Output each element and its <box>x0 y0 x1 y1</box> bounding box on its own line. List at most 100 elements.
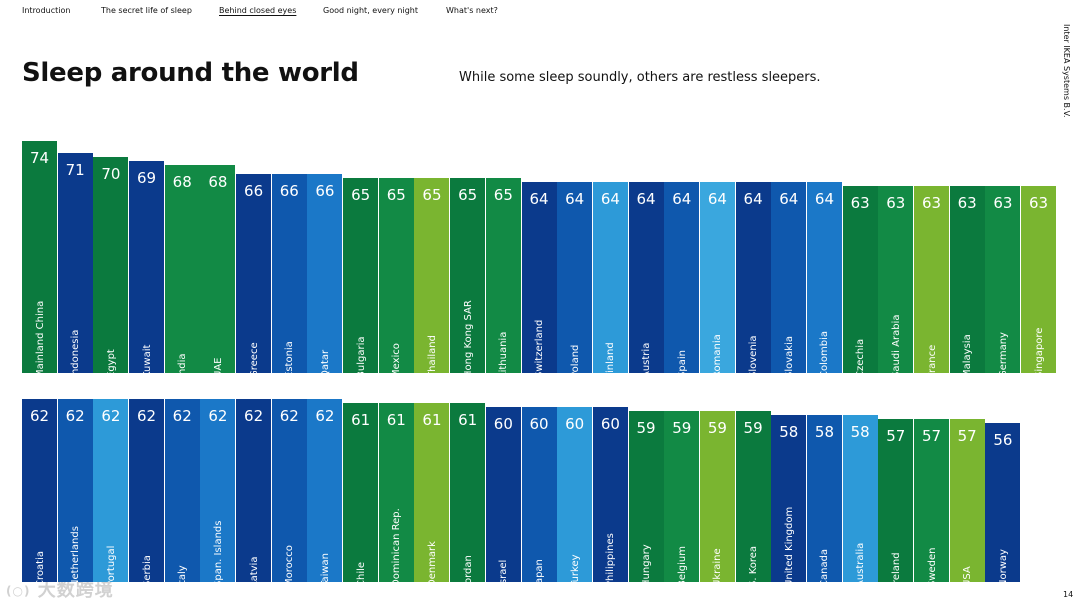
bar-value-label: 64 <box>600 189 620 208</box>
bar-value-label: 65 <box>458 185 478 204</box>
bar-singapore: 63 Singapore <box>1021 185 1057 373</box>
bar-value-label: 64 <box>672 189 692 208</box>
bar-france: 63 France <box>914 185 949 373</box>
bar-qatar: 66 Qatar <box>307 173 343 373</box>
bar-value-label: 63 <box>921 193 942 212</box>
bar-category-label: Span. Islands <box>212 520 224 582</box>
bar-value-label: 66 <box>315 181 335 200</box>
bar-category-label: Denmark <box>426 541 438 582</box>
bar-category-label: Israel <box>498 559 510 582</box>
bar-value-label: 64 <box>529 189 549 208</box>
bar-chile: 61 Chile <box>343 402 379 582</box>
bar-austria: 64 Austria <box>628 181 664 373</box>
bar-value-label: 62 <box>315 406 335 425</box>
bar-category-label: Hungary <box>641 544 653 582</box>
bar-value-label: 68 <box>172 173 192 192</box>
bar-value-label: 66 <box>244 181 264 200</box>
bar-category-label: S. Korea <box>748 545 760 582</box>
bar-thailand: 65 Thailand <box>414 177 450 373</box>
bar-value-label: 70 <box>101 165 121 184</box>
watermark: (○) 大数跨境 <box>6 576 114 602</box>
bar-category-label: Philippines <box>605 533 617 582</box>
bar-sweden: 57 Sweden <box>914 419 949 582</box>
bar-value-label: 57 <box>957 427 977 446</box>
bar-value-label: 58 <box>814 423 834 442</box>
bar-value-label: 62 <box>65 406 85 425</box>
bar-value-label: 63 <box>1028 193 1049 212</box>
bar-value-label: 63 <box>886 193 906 212</box>
bar-usa: 57 USA <box>949 419 985 582</box>
page-number: 14 <box>1063 590 1074 599</box>
nav-item-good-night-every-night[interactable]: Good night, every night <box>323 6 418 15</box>
bar-s-korea: 59 S. Korea <box>735 411 771 582</box>
bar-value-label: 62 <box>29 406 50 425</box>
page-title: Sleep around the world <box>22 58 359 88</box>
page-subtitle: While some sleep soundly, others are res… <box>459 70 821 85</box>
bar-category-label: Morocco <box>284 545 296 582</box>
bar-value-label: 64 <box>636 189 656 208</box>
bar-category-label: United Kingdom <box>783 506 795 582</box>
bar-jordan: 61 Jordan <box>450 402 486 582</box>
nav-item-behind-closed-eyes[interactable]: Behind closed eyes <box>219 6 297 15</box>
bar-portugal: 62 Portugal <box>93 398 129 582</box>
bar-poland: 64 Poland <box>557 181 593 373</box>
bar-value-label: 57 <box>886 427 906 446</box>
bar-category-label: Croatia <box>34 551 46 582</box>
bar-value-label: 61 <box>458 410 478 429</box>
bar-value-label: 60 <box>529 414 549 433</box>
bar-value-label: 64 <box>779 189 799 208</box>
bar-value-label: 71 <box>65 161 85 180</box>
bar-uae: 68 UAE <box>200 165 236 373</box>
bar-indonesia: 71 Indonesia <box>57 153 93 373</box>
bar-israel: 60 Israel <box>485 406 521 582</box>
bar-category-label: Canada <box>819 548 831 582</box>
bar-category-label: Chile <box>355 561 367 582</box>
bar-category-label: Norway <box>997 549 1009 582</box>
bar-value-label: 59 <box>672 419 692 437</box>
bar-australia: 58 Australia <box>842 415 878 582</box>
bar-category-label: Ukraine <box>712 548 724 582</box>
bar-czechia: 63 Czechia <box>842 185 878 373</box>
bar-value-label: 62 <box>136 406 157 425</box>
bar-united-kingdom: 58 United Kingdom <box>771 415 807 582</box>
bar-ukraine: 59 Ukraine <box>699 411 735 582</box>
bar-value-label: 62 <box>208 406 228 425</box>
nav-item-secret-life-of-sleep[interactable]: The secret life of sleep <box>101 6 192 15</box>
bar-philippines: 60 Philippines <box>592 406 628 582</box>
bar-value-label: 60 <box>565 414 585 433</box>
bar-value-label: 63 <box>957 193 977 212</box>
bar-value-label: 63 <box>993 193 1013 212</box>
bar-category-label: Latvia <box>248 556 260 582</box>
bar-lithuania: 65 Lithuania <box>485 177 521 373</box>
bar-taiwan: 62 Taiwan <box>307 398 343 582</box>
bar-value-label: 61 <box>386 410 406 429</box>
bar-category-label: Netherlands <box>70 526 82 582</box>
bar-value-label: 62 <box>172 406 192 425</box>
bar-category-label: Dominican Rep. <box>391 508 403 582</box>
bar-japan: 60 Japan <box>521 406 557 582</box>
bar-greece: 66 Greece <box>236 173 272 373</box>
bar-category-label: Australia <box>855 542 867 582</box>
bar-value-label: 60 <box>493 414 513 433</box>
bar-kuwait: 69 Kuwait <box>129 161 165 373</box>
bar-germany: 63 Germany <box>985 185 1021 373</box>
bar-saudi-arabia: 63 Saudi Arabia <box>878 185 914 373</box>
bar-category-label: Portugal <box>105 545 117 582</box>
bar-row-2: 62 Croatia 62 Netherlands 62 Portugal 62 Serbia… <box>22 0 1057 582</box>
bar-serbia: 62 Serbia <box>129 398 165 582</box>
nav-item-whats-next[interactable]: What's next? <box>446 6 498 15</box>
bar-category-label: USA <box>962 566 974 582</box>
bar-value-label: 62 <box>101 406 121 425</box>
bar-mainland-china: 74 Mainland China <box>22 141 57 373</box>
nav-item-introduction[interactable]: Introduction <box>22 6 71 15</box>
bar-value-label: 65 <box>386 185 406 204</box>
bar-value-label: 66 <box>279 181 299 200</box>
side-copyright-text: Inter IKEA Systems B.V. <box>1062 24 1071 118</box>
bar-spain: 64 Spain <box>664 181 700 373</box>
bar-netherlands: 62 Netherlands <box>57 398 93 582</box>
bar-latvia: 62 Latvia <box>236 398 272 582</box>
bar-span-islands: 62 Span. Islands <box>200 398 236 582</box>
bar-denmark: 61 Denmark <box>414 402 450 582</box>
bar-value-label: 68 <box>208 173 228 192</box>
bar-ireland: 57 Ireland <box>878 419 914 582</box>
